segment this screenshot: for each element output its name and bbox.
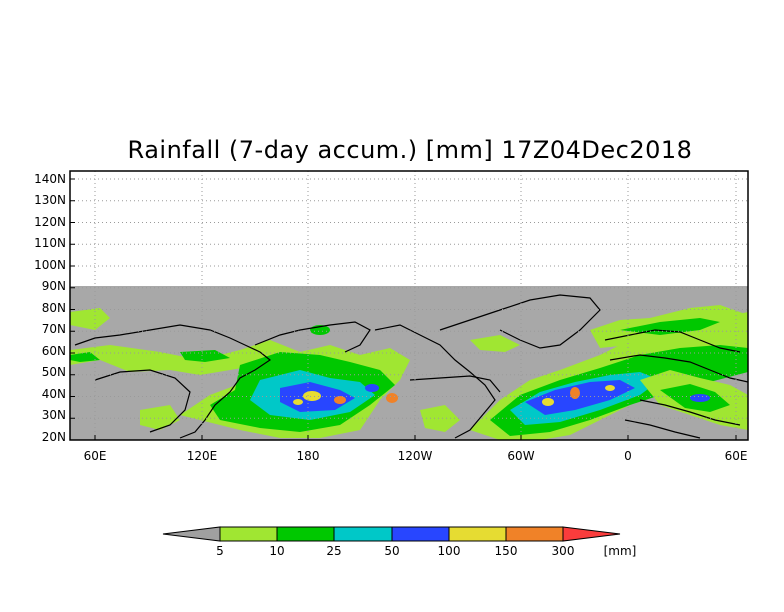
- colorbar-label: 25: [326, 544, 341, 558]
- lat-label: 130N: [34, 193, 66, 207]
- lat-label: 100N: [34, 258, 66, 272]
- lon-label: 60W: [507, 449, 534, 463]
- longitude-axis: 60E 120E 180 120W 60W 0 60E: [84, 435, 748, 463]
- lat-label: 40N: [42, 387, 66, 401]
- lon-label: 120E: [187, 449, 218, 463]
- lat-label: 120N: [34, 215, 66, 229]
- lat-label: 30N: [42, 408, 66, 422]
- colorbar-swatch: [506, 527, 563, 541]
- graticule: [70, 171, 748, 440]
- plot-frame: [69, 170, 749, 441]
- lat-label: 70N: [42, 322, 66, 336]
- latitude-axis: 140N 130N 120N 110N 100N 90N 80N 70N 60N…: [34, 172, 75, 444]
- lat-label: 60N: [42, 344, 66, 358]
- colorbar-swatch: [449, 527, 506, 541]
- map-title: Rainfall (7-day accum.) [mm] 17Z04Dec201…: [127, 136, 693, 164]
- lat-label: 110N: [34, 236, 66, 250]
- lat-label: 80N: [42, 301, 66, 315]
- colorbar-under-triangle: [163, 527, 220, 541]
- lat-label: 20N: [42, 430, 66, 444]
- coastlines: [74, 294, 748, 439]
- lon-label: 60E: [725, 449, 748, 463]
- colorbar-label: 50: [384, 544, 399, 558]
- lon-label: 180: [297, 449, 320, 463]
- colorbar-swatch: [220, 527, 277, 541]
- colorbar-swatch: [334, 527, 392, 541]
- colorbar-over-triangle: [563, 527, 620, 541]
- lat-label: 50N: [42, 365, 66, 379]
- colorbar-swatch: [277, 527, 334, 541]
- colorbar-label: 300: [552, 544, 575, 558]
- lon-label: 60E: [84, 449, 107, 463]
- lat-label: 140N: [34, 172, 66, 186]
- lon-label: 0: [624, 449, 632, 463]
- colorbar-swatch: [392, 527, 449, 541]
- colorbar-label: 5: [216, 544, 224, 558]
- rainfall-field: [70, 305, 748, 440]
- colorbar-label: 100: [438, 544, 461, 558]
- colorbar-unit: [mm]: [604, 544, 637, 558]
- colorbar: 5 10 25 50 100 150 300 [mm]: [162, 526, 637, 558]
- colorbar-label: 150: [495, 544, 518, 558]
- lat-label: 90N: [42, 279, 66, 293]
- colorbar-label: 10: [269, 544, 284, 558]
- lon-label: 120W: [398, 449, 433, 463]
